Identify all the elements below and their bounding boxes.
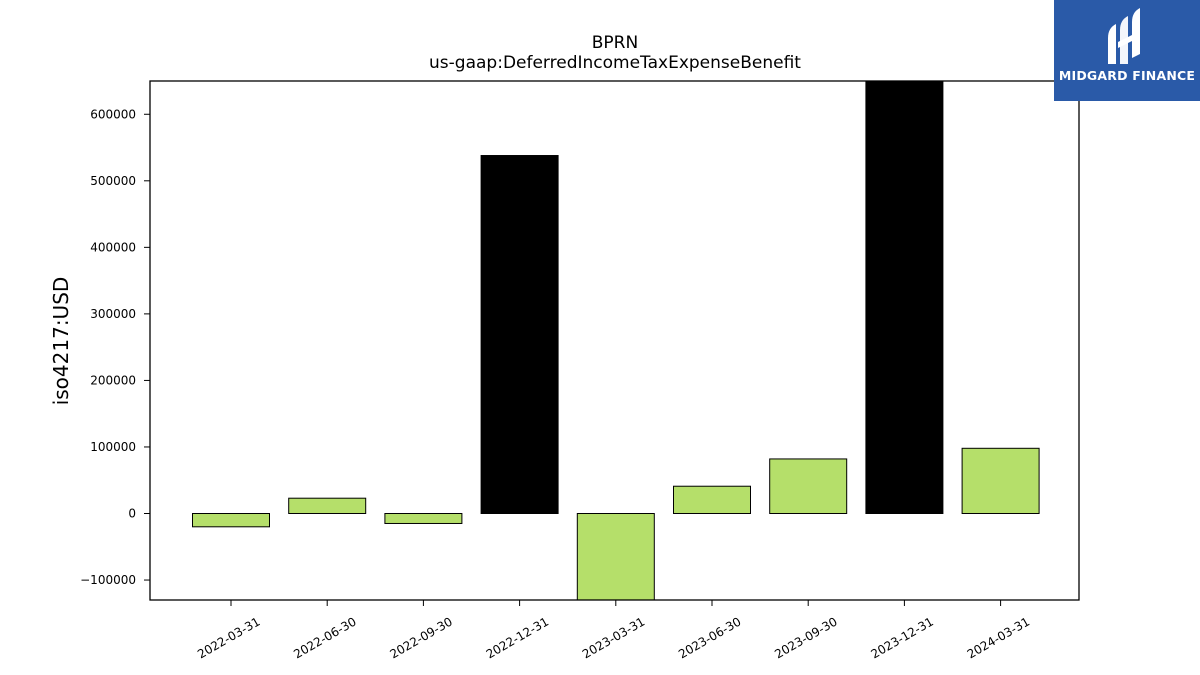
y-tick-label: 400000 <box>90 240 136 254</box>
bar <box>192 513 270 528</box>
bars-group <box>192 81 1040 600</box>
y-axis-label: iso4217:USD <box>49 277 73 406</box>
y-tick-label: 600000 <box>90 107 136 121</box>
x-tick-label: 2022-09-30 <box>387 614 454 661</box>
x-tick-label: 2023-06-30 <box>676 614 743 661</box>
y-tick-label: 0 <box>128 507 136 521</box>
brand-logo: MIDGARD FINANCE <box>1054 0 1200 101</box>
y-tick-label: 500000 <box>90 174 136 188</box>
bar <box>961 447 1040 514</box>
x-tick-label: 2023-09-30 <box>772 614 839 661</box>
x-tick-label: 2022-12-31 <box>484 614 551 661</box>
x-tick-label: 2023-03-31 <box>580 614 647 661</box>
x-tick-label: 2022-06-30 <box>291 614 358 661</box>
bar <box>384 513 463 524</box>
y-tick-label: −100000 <box>80 573 136 587</box>
chart-subtitle: us-gaap:DeferredIncomeTaxExpenseBenefit <box>429 53 801 73</box>
plot-frame <box>149 80 1080 601</box>
bar <box>480 155 559 514</box>
plot-area: −100000 0 100000 200000 300000 400000 500000 60… <box>80 80 1080 661</box>
logo-mark-icon <box>1108 8 1140 64</box>
logo-text: MIDGARD FINANCE <box>1058 68 1196 83</box>
bar <box>288 497 367 515</box>
x-tick-label: 2023-12-31 <box>868 614 935 661</box>
bar <box>865 81 944 514</box>
bar <box>576 513 655 600</box>
chart-title: BPRN <box>592 33 638 53</box>
bar <box>769 458 848 515</box>
bar <box>673 485 751 515</box>
y-tick-label: 100000 <box>90 440 136 454</box>
x-tick-label: 2024-03-31 <box>965 614 1032 661</box>
x-tick-label: 2022-03-31 <box>195 614 262 661</box>
y-tick-label: 200000 <box>90 373 136 387</box>
y-tick-label: 300000 <box>90 307 136 321</box>
